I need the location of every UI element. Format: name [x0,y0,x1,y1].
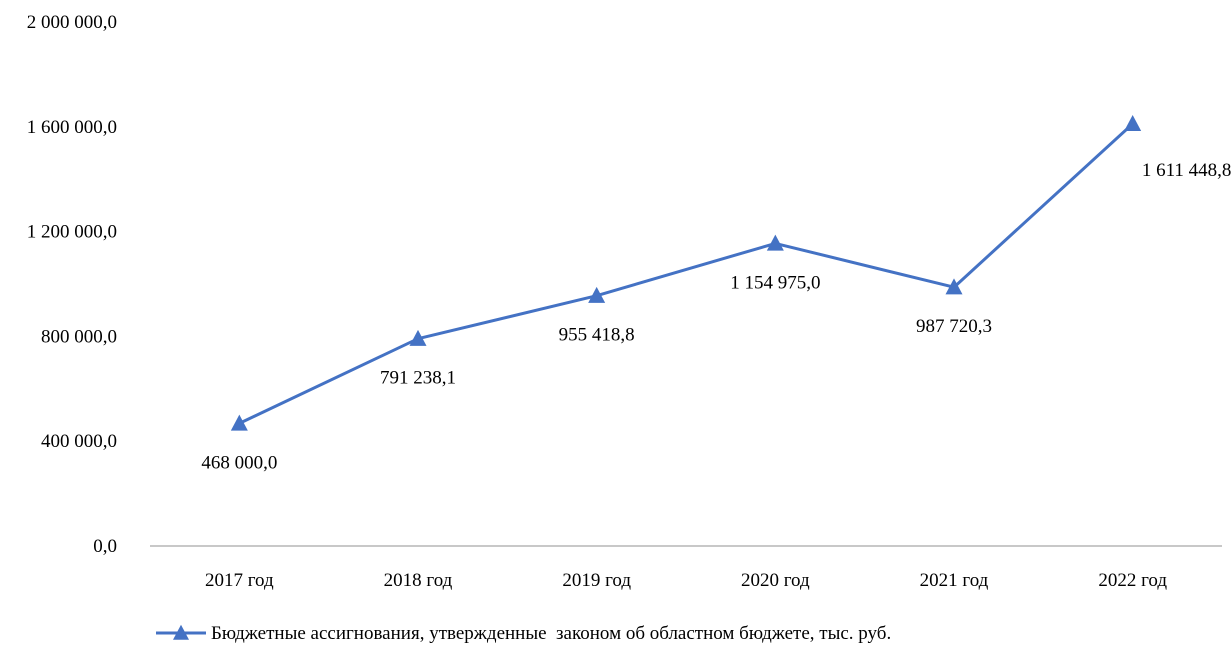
x-tick-label: 2017 год [205,570,274,591]
data-point-marker [945,278,963,295]
x-tick-label: 2019 год [562,570,631,591]
x-tick-label: 2018 год [384,570,453,591]
y-tick-label: 1 200 000,0 [27,222,117,243]
data-point-marker [409,329,427,346]
x-axis-tick-labels: 2017 год 2018 год 2019 год 2020 год 2021 год… [205,570,1167,591]
x-tick-label: 2020 год [741,570,810,591]
data-point-marker [1124,115,1142,132]
data-point-marker [230,414,248,431]
data-label: 791 238,1 [380,368,456,389]
y-tick-label: 0,0 [93,536,117,557]
y-tick-label: 2 000 000,0 [27,12,117,33]
data-label: 955 418,8 [559,325,635,346]
data-point-marker [766,234,784,251]
data-label: 1 154 975,0 [730,272,820,293]
x-tick-label: 2021 год [920,570,989,591]
series-layer: 468 000,0 791 238,1 955 418,8 1 154 975,0 98… [201,115,1231,473]
data-point-marker [588,286,606,303]
legend-triangle-marker [173,624,189,640]
legend-series-label: Бюджетные ассигнования, утвержденные зак… [211,623,891,644]
data-label: 468 000,0 [201,452,277,473]
legend: Бюджетные ассигнования, утвержденные зак… [156,623,891,644]
series-line [237,122,1135,425]
y-tick-label: 400 000,0 [41,431,117,452]
x-tick-label: 2022 год [1098,570,1167,591]
y-axis-tick-labels: 0,0 400 000,0 800 000,0 1 200 000,0 1 600 00… [27,12,117,557]
y-tick-label: 800 000,0 [41,326,117,347]
y-tick-label: 1 600 000,0 [27,117,117,138]
data-label: 1 611 448,8 [1142,160,1231,181]
data-label: 987 720,3 [916,316,992,337]
